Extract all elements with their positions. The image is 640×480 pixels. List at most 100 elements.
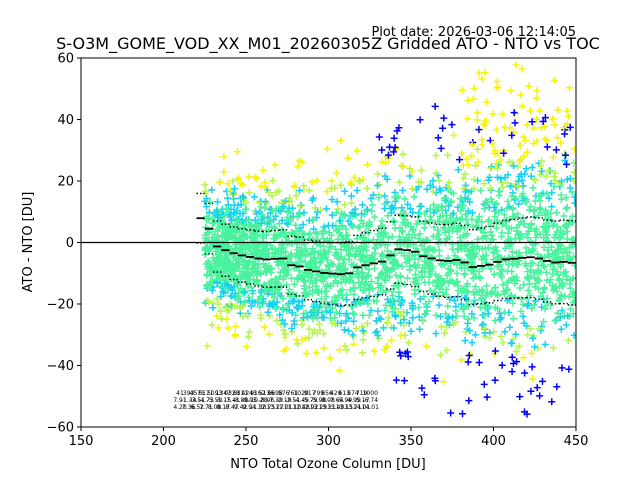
scatter-point xyxy=(512,273,520,281)
scatter-point xyxy=(246,222,254,230)
scatter-point xyxy=(257,182,265,190)
scatter-point xyxy=(343,296,351,304)
scatter-point xyxy=(511,109,519,117)
scatter-point xyxy=(519,354,527,362)
scatter-point xyxy=(360,233,368,241)
scatter-point xyxy=(479,234,487,242)
scatter-point xyxy=(344,154,352,162)
scatter-point xyxy=(342,231,350,239)
x-tick-label: 400 xyxy=(481,434,506,449)
scatter-point xyxy=(350,340,358,348)
scatter-point xyxy=(464,303,472,311)
scatter-point xyxy=(203,229,211,237)
scatter-point xyxy=(272,188,280,196)
scatter-point xyxy=(399,163,407,171)
scatter-point xyxy=(525,82,533,90)
bin-stat-mean: -6.74 xyxy=(363,397,379,404)
scatter-point xyxy=(261,263,269,271)
scatter-point xyxy=(538,157,546,165)
scatter-point xyxy=(377,284,385,292)
bin-stat-mean: -4.73 xyxy=(198,397,214,404)
scatter-point xyxy=(340,326,348,334)
scatter-point xyxy=(494,173,502,181)
scatter-point xyxy=(368,251,376,259)
scatter-point xyxy=(320,223,328,231)
scatter-point xyxy=(232,245,240,253)
scatter-point xyxy=(399,186,407,194)
scatter-point xyxy=(478,75,486,83)
scatter-point xyxy=(249,265,257,273)
scatter-point xyxy=(466,246,474,254)
scatter-point xyxy=(248,287,256,295)
scatter-point xyxy=(505,224,513,232)
scatter-point xyxy=(561,245,569,253)
scatter-point xyxy=(311,204,319,212)
scatter-point xyxy=(529,334,537,342)
scatter-point xyxy=(488,198,496,206)
scatter-point xyxy=(403,348,411,356)
scatter-point xyxy=(280,326,288,334)
bin-stat-count: 761 xyxy=(287,390,299,397)
scatter-point xyxy=(480,324,488,332)
scatter-point xyxy=(477,296,485,304)
scatter-point xyxy=(545,166,553,174)
scatter-point xyxy=(381,192,389,200)
scatter-point xyxy=(320,275,328,283)
scatter-point xyxy=(465,397,473,405)
scatter-point xyxy=(296,187,303,195)
scatter-point xyxy=(551,121,559,129)
scatter-point xyxy=(338,209,346,217)
scatter-point xyxy=(353,186,361,194)
scatter-point xyxy=(301,335,309,343)
scatter-point xyxy=(415,178,423,186)
scatter-point xyxy=(468,152,476,160)
scatter-point xyxy=(241,205,249,213)
scatter-point xyxy=(244,333,252,341)
scatter-point xyxy=(501,328,509,336)
scatter-point xyxy=(308,271,316,279)
scatter-point xyxy=(565,112,573,120)
scatter-point xyxy=(504,171,512,179)
scatter-point xyxy=(566,280,574,288)
scatter-point xyxy=(287,197,295,205)
scatter-point xyxy=(294,340,302,348)
scatter-point xyxy=(338,291,346,299)
scatter-point xyxy=(517,307,525,315)
scatter-point xyxy=(213,235,221,243)
scatter-point xyxy=(509,299,517,307)
scatter-point xyxy=(481,304,489,312)
scatter-point xyxy=(570,159,576,167)
scatter-point xyxy=(456,234,464,242)
scatter-point xyxy=(534,344,542,352)
scatter-point xyxy=(429,177,437,185)
scatter-point xyxy=(486,164,494,172)
bin-stat-count: 917 xyxy=(304,390,316,397)
scatter-point xyxy=(252,173,260,181)
scatter-point xyxy=(252,260,260,268)
scatter-point xyxy=(233,281,241,289)
scatter-point xyxy=(256,303,264,311)
scatter-point xyxy=(392,312,400,320)
scatter-point xyxy=(481,229,489,237)
scatter-point xyxy=(228,216,236,224)
bin-stat-count: 799 xyxy=(313,390,325,397)
scatter-point xyxy=(239,312,247,320)
scatter-point xyxy=(510,109,518,117)
scatter-point xyxy=(411,271,419,279)
scatter-point xyxy=(281,320,289,328)
scatter-point xyxy=(225,261,233,269)
scatter-point xyxy=(445,202,453,210)
scatter-point xyxy=(423,307,431,315)
bin-stat-mean: -5.98 xyxy=(311,397,327,404)
scatter-point xyxy=(268,207,276,215)
scatter-point xyxy=(333,198,341,206)
scatter-point xyxy=(533,87,541,95)
scatter-point xyxy=(458,215,466,223)
scatter-point xyxy=(418,242,426,250)
scatter-point xyxy=(203,244,211,252)
scatter-point xyxy=(508,276,516,284)
scatter-point xyxy=(494,262,502,270)
scatter-point xyxy=(266,312,274,320)
scatter-point xyxy=(273,298,281,306)
scatter-point xyxy=(384,151,392,159)
